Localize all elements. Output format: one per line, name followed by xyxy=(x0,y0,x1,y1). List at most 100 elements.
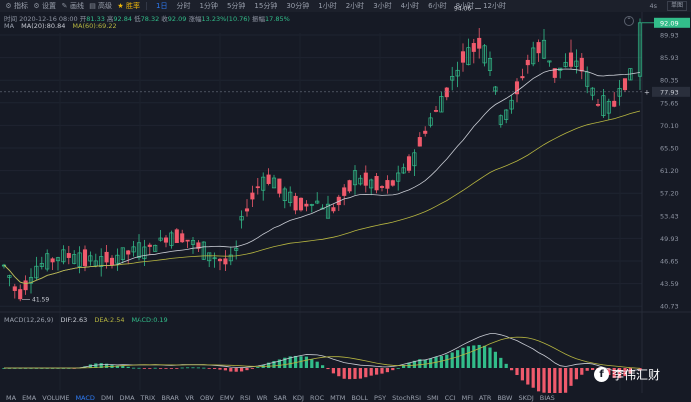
macd-histogram-bar xyxy=(315,361,319,368)
gear-icon: ⚙ xyxy=(33,1,40,10)
price-axis-label: 57.20 xyxy=(660,190,679,198)
candle-body xyxy=(234,247,239,251)
ma-legend-name[interactable]: MA xyxy=(4,22,15,30)
candle-body xyxy=(39,263,44,267)
low-marker-label: 41.59 xyxy=(32,296,49,303)
indicator-tab-volume[interactable]: VOLUME xyxy=(42,393,70,402)
candle-body xyxy=(509,99,514,110)
indicator-button[interactable]: ⚙ 指标 xyxy=(5,1,28,10)
indicator-tab-rsi[interactable]: RSI xyxy=(240,393,251,402)
macd-histogram-bar xyxy=(439,356,443,368)
period-5[interactable]: 30分钟 xyxy=(286,2,310,10)
indicator-tab-smi[interactable]: SMI xyxy=(426,393,439,402)
candle-body xyxy=(7,275,12,278)
draw-button[interactable]: ✎ 画线 xyxy=(61,1,84,10)
candle-body xyxy=(77,252,82,267)
indicator-tab-macd[interactable]: MACD xyxy=(75,393,95,402)
indicator-tab-roc[interactable]: ROC xyxy=(309,393,325,402)
ma-legend: MA MA(20):80.84 MA(60):69.22 xyxy=(4,22,122,31)
macd-histogram-bar xyxy=(591,368,595,371)
price-axis-label: 40.73 xyxy=(660,303,679,311)
indicator-tab-cci[interactable]: CCI xyxy=(444,393,456,402)
candle-body xyxy=(595,104,601,106)
ma60-line xyxy=(3,110,641,285)
indicator-tab-ma[interactable]: MA xyxy=(6,393,17,402)
indicator-tab-dma[interactable]: DMA xyxy=(119,393,135,402)
collapse-icon[interactable]: ⌃ xyxy=(624,16,634,26)
candle-body xyxy=(196,242,201,249)
advanced-button[interactable]: ▤ 高级 xyxy=(89,1,112,10)
open-label: 开 xyxy=(79,15,87,23)
period-1[interactable]: 分时 xyxy=(176,2,191,10)
indicator-tab-ema[interactable]: EMA xyxy=(22,393,37,402)
candlestick-chart[interactable]: 89.93 85.93 80.35 75.65 70.10 65.50 61.20 57.20… xyxy=(0,0,691,393)
macd-histogram-bar xyxy=(531,368,535,388)
indicator-tab-atr[interactable]: ATR xyxy=(478,393,492,402)
macd-legend-name[interactable]: MACD(12,26,9) xyxy=(4,316,54,324)
macd-histogram-bar xyxy=(483,345,487,368)
period-11[interactable]: 8小时 xyxy=(455,2,475,10)
candle-body xyxy=(579,57,584,72)
period-2[interactable]: 1分钟 xyxy=(199,2,218,10)
candle-body xyxy=(460,51,466,63)
candle-body xyxy=(477,37,482,49)
candle-body xyxy=(342,187,347,196)
macd-histogram-bar xyxy=(288,356,292,368)
candle-body xyxy=(617,88,622,97)
price-axis-label: 43.59 xyxy=(660,280,679,288)
period-8[interactable]: 3小时 xyxy=(373,2,392,10)
single-chart-button[interactable]: 单图 xyxy=(666,1,687,11)
indicator-tab-brar[interactable]: BRAR xyxy=(161,393,180,402)
candle-body xyxy=(34,265,39,279)
period-4[interactable]: 15分钟 xyxy=(254,2,278,10)
macd-histogram-bar xyxy=(294,355,298,368)
winrate-button[interactable]: ★ 胜率 xyxy=(117,1,140,10)
indicator-tab-boll[interactable]: BOLL xyxy=(351,393,369,402)
macd-histogram-bar xyxy=(380,368,384,374)
indicator-tab-bias[interactable]: BIAS xyxy=(539,393,555,402)
candle-body xyxy=(568,52,574,67)
indicator-tab-stochrsi[interactable]: StochRSI xyxy=(392,393,421,402)
period-6[interactable]: 1小时 xyxy=(318,2,337,10)
price-axis-label: 65.50 xyxy=(660,145,679,153)
indicator-tab-emv[interactable]: EMV xyxy=(219,393,235,402)
indicator-tab-dmi[interactable]: DMI xyxy=(100,393,114,402)
candle-body xyxy=(325,203,331,219)
macd-histogram-bar xyxy=(250,368,254,369)
macd-histogram-bar xyxy=(385,368,389,373)
period-0[interactable]: 1日 xyxy=(156,2,168,10)
candle-body xyxy=(331,207,336,212)
macd-histogram-bar xyxy=(353,368,357,379)
macd-histogram-bar xyxy=(148,368,152,369)
period-12[interactable]: 12小时 xyxy=(483,2,506,10)
indicator-tab-mtm[interactable]: MTM xyxy=(330,393,346,402)
crosshair-price-tag xyxy=(652,86,690,97)
indicator-tab-trix[interactable]: TRIX xyxy=(140,393,156,402)
candle-body xyxy=(547,60,552,63)
indicator-tab-sar[interactable]: SAR xyxy=(273,393,287,402)
crosshair-price: 77.93 xyxy=(660,88,679,96)
candle-body xyxy=(352,170,358,186)
indicator-tab-mfi[interactable]: MFI xyxy=(461,393,473,402)
candle-body xyxy=(363,172,368,186)
indicator-tab-kdj[interactable]: KDJ xyxy=(292,393,304,402)
settings-button[interactable]: ⚙ 设置 xyxy=(33,1,56,10)
macd-histogram-bar xyxy=(488,347,492,368)
period-7[interactable]: 2小时 xyxy=(345,2,365,10)
pencil-icon: ✎ xyxy=(61,1,68,10)
indicator-tab-wr[interactable]: WR xyxy=(256,393,268,402)
indicator-tab-skdj[interactable]: SKDJ xyxy=(518,393,534,402)
indicator-tab-bbw[interactable]: BBW xyxy=(497,393,513,402)
macd-histogram-bar xyxy=(461,347,465,368)
indicator-tab-vr[interactable]: VR xyxy=(185,393,195,402)
period-9[interactable]: 4小时 xyxy=(400,2,420,10)
period-10[interactable]: 6小时 xyxy=(428,2,447,10)
candle-body xyxy=(369,179,374,189)
macd-histogram-bar xyxy=(213,368,217,369)
period-3[interactable]: 5分钟 xyxy=(226,2,246,10)
macd-histogram-bar xyxy=(623,368,627,377)
indicator-tab-obv[interactable]: OBV xyxy=(200,393,214,402)
indicator-tab-psy[interactable]: PSY xyxy=(374,393,387,402)
close-label: 收 xyxy=(161,15,168,23)
macd-histogram-bar xyxy=(569,368,573,386)
